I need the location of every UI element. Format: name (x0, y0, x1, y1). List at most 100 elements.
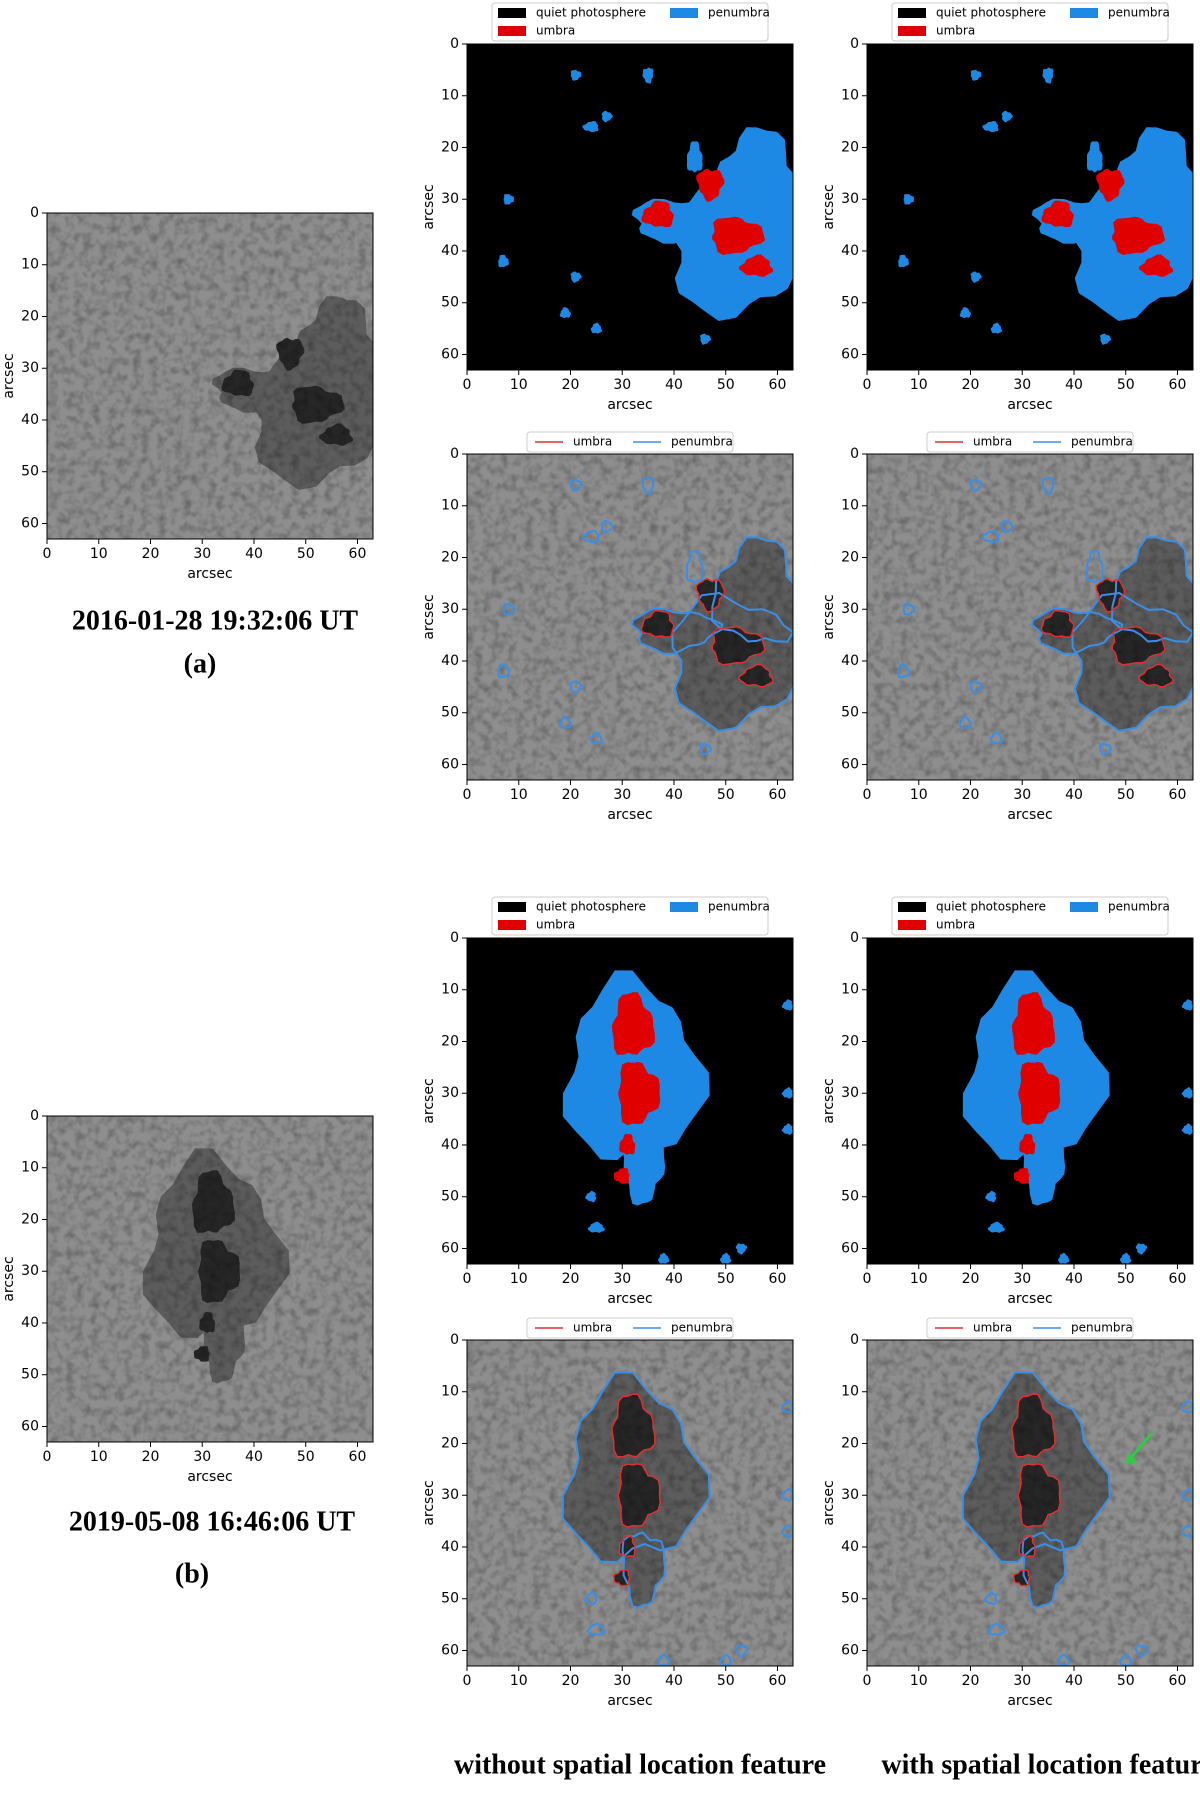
penumbra-contour (1110, 536, 1193, 643)
x-tick-label: 40 (1065, 1271, 1083, 1287)
umbra-contour (617, 1463, 661, 1528)
x-tick-label: 30 (1013, 377, 1031, 393)
penumbra-contour (558, 716, 573, 730)
penumbra-region (1181, 999, 1193, 1011)
penumbra-region (582, 121, 599, 133)
y-tick-label: 10 (841, 498, 859, 514)
penumbra-contour (641, 476, 655, 495)
x-axis-label: arcsec (607, 807, 652, 823)
penumbra-region (781, 1123, 793, 1135)
legend-label: umbra (973, 435, 1012, 449)
x-tick-label: 30 (1013, 1673, 1031, 1689)
y-tick-label: 0 (450, 1332, 459, 1348)
panel-image (467, 1340, 793, 1666)
axes-frame (866, 1339, 1194, 1667)
y-tick-label: 60 (841, 346, 859, 362)
panel-image (467, 938, 793, 1264)
axes-frame (46, 1115, 374, 1443)
y-tick-label: 50 (841, 1591, 859, 1607)
penumbra-region (1181, 1087, 1193, 1099)
penumbra-region (990, 322, 1002, 334)
penumbra-contour (584, 1591, 598, 1606)
umbra-contour (1017, 1463, 1061, 1528)
legend-swatch (1070, 902, 1098, 912)
penumbra-contour (1057, 1653, 1071, 1666)
y-tick-label: 20 (841, 549, 859, 565)
x-axis-label: arcsec (1007, 1693, 1052, 1709)
y-axis-label: arcsec (821, 1480, 837, 1525)
penumbra-contour (630, 607, 724, 655)
umbra-contour (1138, 663, 1174, 688)
y-tick-label: 20 (441, 549, 459, 565)
panel-image (467, 454, 793, 780)
x-tick-label: 40 (245, 1449, 263, 1465)
y-tick-label: 0 (850, 446, 859, 462)
y-tick-label: 40 (21, 1315, 39, 1331)
legend-swatch (498, 902, 526, 912)
penumbra-region (1086, 141, 1103, 173)
y-tick-label: 40 (441, 1137, 459, 1153)
penumbra-region (642, 67, 654, 84)
y-tick-label: 30 (441, 1085, 459, 1101)
penumbra-region (585, 1190, 597, 1203)
column-caption: without spatial location feature (454, 1749, 826, 1780)
y-tick-label: 30 (841, 1085, 859, 1101)
penumbra-contour (780, 1487, 793, 1502)
x-tick-label: 10 (90, 1449, 108, 1465)
penumbra-region (570, 69, 582, 81)
panel-image (867, 1340, 1193, 1666)
penumbra-region (959, 307, 971, 319)
y-axis-label: arcsec (421, 1078, 437, 1123)
arrow-head (1125, 1452, 1138, 1465)
legend-label: penumbra (1108, 900, 1170, 914)
granulation (47, 213, 373, 539)
y-tick-label: 20 (841, 1033, 859, 1049)
penumbra-region (1135, 1243, 1148, 1255)
x-tick-label: 40 (665, 1271, 683, 1287)
penumbra-region (686, 141, 703, 173)
y-tick-label: 30 (441, 191, 459, 207)
x-tick-label: 30 (613, 1271, 631, 1287)
penumbra-region (1058, 1252, 1070, 1264)
x-tick-label: 50 (1117, 1673, 1135, 1689)
legend-swatch (670, 8, 698, 18)
umbra-contour (1040, 609, 1075, 638)
umbra-contour (612, 1569, 631, 1587)
umbra-region (618, 1061, 661, 1126)
x-tick-label: 60 (769, 1673, 787, 1689)
umbra-region (641, 200, 674, 228)
y-tick-label: 50 (841, 1189, 859, 1205)
penumbra-contour (671, 591, 793, 733)
axes-frame (866, 453, 1194, 781)
penumbra-region (700, 333, 711, 345)
x-tick-label: 60 (769, 787, 787, 803)
penumbra-contour (600, 519, 615, 534)
y-tick-label: 40 (441, 243, 459, 259)
y-axis-label: arcsec (821, 1078, 837, 1123)
x-tick-label: 0 (863, 787, 872, 803)
axes-frame (466, 43, 794, 371)
x-tick-label: 40 (665, 787, 683, 803)
y-axis-label: arcsec (1, 1256, 17, 1301)
y-tick-label: 20 (441, 139, 459, 155)
x-tick-label: 0 (43, 546, 52, 562)
umbra-contour (1095, 577, 1126, 613)
legend-label: umbra (573, 1321, 612, 1335)
penumbra-region (982, 121, 999, 133)
x-tick-label: 60 (349, 1449, 367, 1465)
x-tick-label: 0 (463, 377, 472, 393)
y-axis-label: arcsec (421, 594, 437, 639)
penumbra-region (658, 1252, 670, 1264)
y-tick-label: 60 (441, 756, 459, 772)
penumbra-region (903, 194, 914, 205)
legend-swatch (898, 26, 926, 36)
granulation (467, 1340, 793, 1666)
penumbra-contour (497, 663, 510, 679)
panel: 0 10 20 30 40 50 600102030405060arcsecarcsecqu… (821, 2, 1194, 413)
umbra-region (1041, 200, 1074, 228)
y-tick-label: 40 (841, 1137, 859, 1153)
penumbra-region (970, 69, 982, 81)
x-tick-label: 50 (717, 1673, 735, 1689)
